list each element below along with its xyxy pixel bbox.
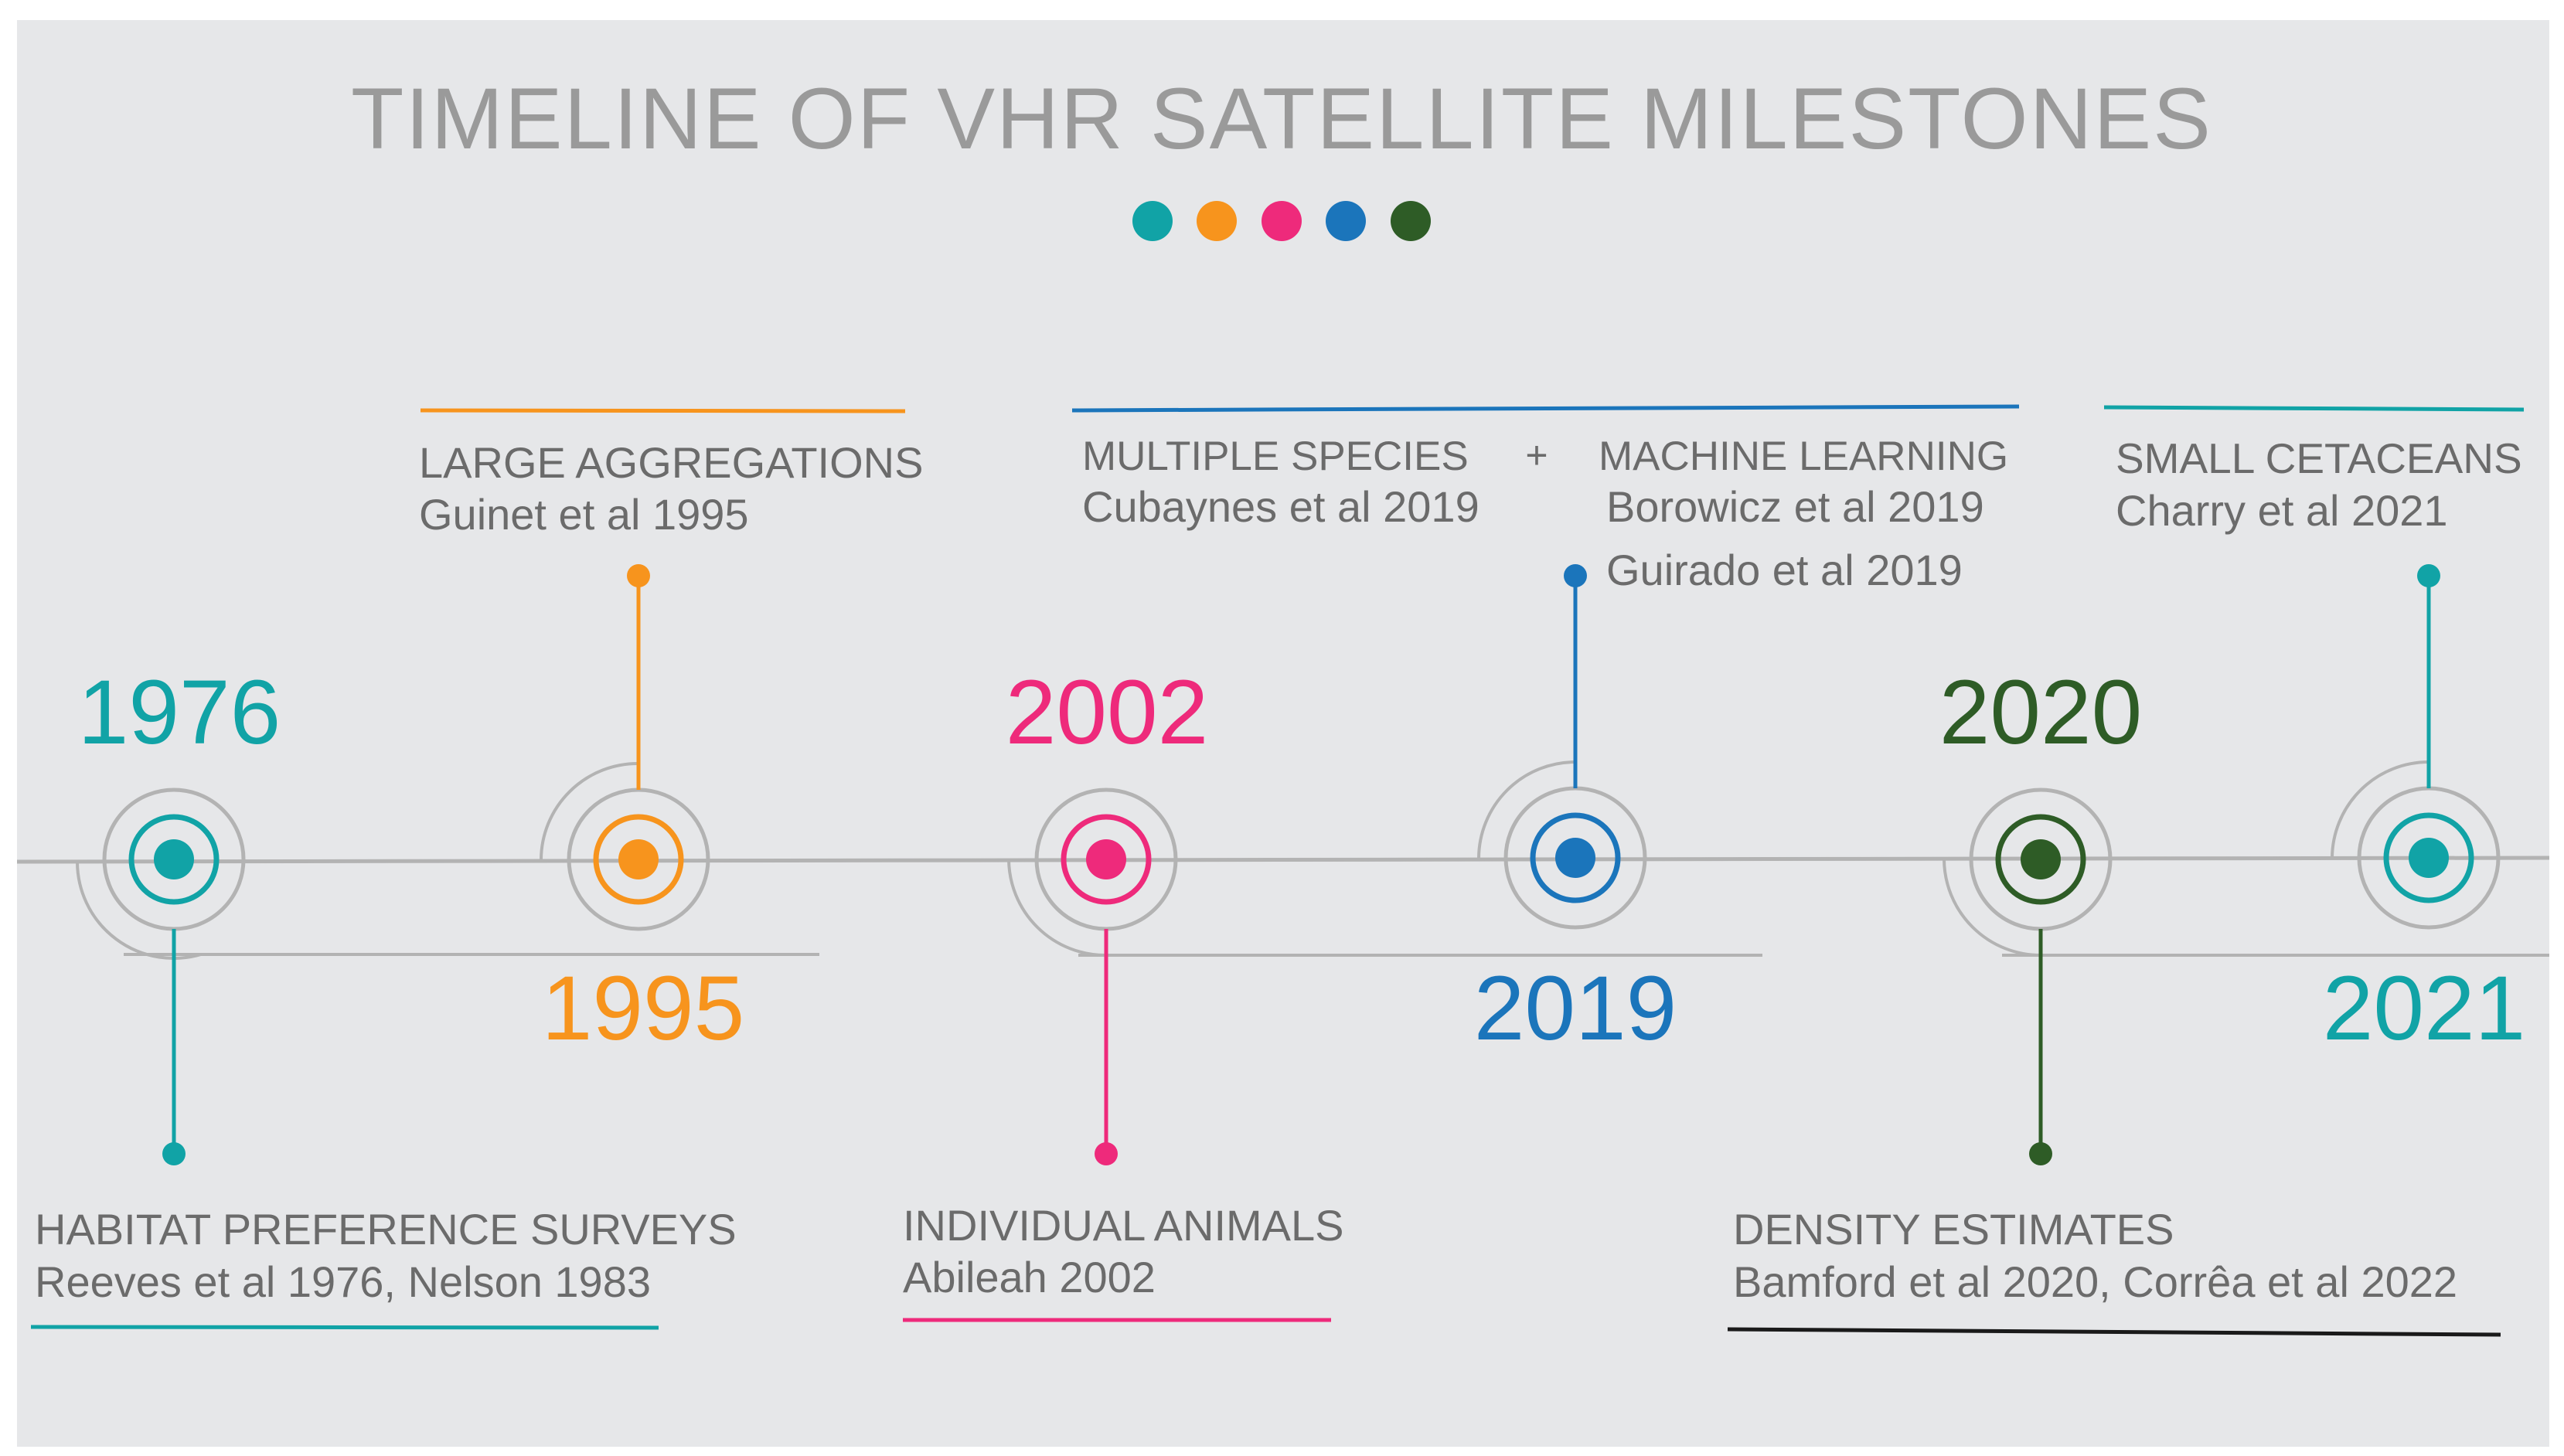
outer-arc [76, 861, 202, 960]
center-dot [154, 839, 194, 879]
stem-end-dot [1564, 564, 1587, 587]
milestone-reference: Reeves et al 1976, Nelson 1983 [35, 1257, 651, 1306]
color-ring [1995, 814, 2086, 905]
color-ring [2383, 812, 2474, 903]
legend-dot-orange [1197, 201, 1237, 241]
label-underline [30, 1325, 659, 1330]
milestone-reference: Charry et al 2021 [2116, 486, 2448, 535]
plus-connector: + [1525, 434, 1548, 477]
stem-end-dot [1095, 1142, 1118, 1165]
milestone-title: DENSITY ESTIMATES [1733, 1205, 2174, 1254]
label-underline [1727, 1327, 2501, 1337]
year-label: 2020 [1939, 662, 2143, 764]
center-dot [2409, 838, 2449, 878]
stem-end-dot [2417, 564, 2440, 587]
milestone-reference-3: Guirado et al 2019 [1606, 546, 1963, 594]
outer-arc [1007, 859, 1106, 957]
milestone-2021: 2021 SMALL CETACEANS Charry et al 2021 [2103, 405, 2526, 1060]
outer-arc [2331, 760, 2430, 859]
center-dot [618, 839, 659, 879]
milestone-title-2: MACHINE LEARNING [1599, 434, 2008, 479]
center-dot [1555, 838, 1595, 878]
year-label: 2021 [2323, 958, 2526, 1060]
center-dot [2021, 839, 2061, 879]
milestone-title: HABITAT PREFERENCE SURVEYS [35, 1205, 737, 1254]
year-label: 1995 [542, 958, 745, 1060]
stem-end-dot [627, 564, 650, 587]
milestone-1995: 1995 LARGE AGGREGATIONS Guinet et al 199… [419, 408, 923, 1060]
legend-dot-pink [1262, 201, 1302, 241]
year-label: 1976 [78, 662, 281, 764]
legend-dot-teal [1132, 201, 1173, 241]
milestone-reference: Bamford et al 2020, Corrêa et al 2022 [1733, 1257, 2457, 1306]
color-ring [1530, 812, 1621, 903]
milestone-title: MULTIPLE SPECIES [1082, 434, 1469, 479]
color-ring [1061, 814, 1152, 905]
center-dot [1086, 839, 1126, 879]
color-ring [128, 814, 220, 905]
outer-arc [540, 761, 639, 860]
milestone-reference: Abileah 2002 [903, 1253, 1156, 1301]
milestone-title: LARGE AGGREGATIONS [419, 438, 923, 487]
milestone-reference-2: Borowicz et al 2019 [1606, 482, 1984, 531]
outer-arc [1943, 859, 2041, 957]
stem-end-dot [162, 1142, 186, 1165]
milestone-2002: 2002 INDIVIDUAL ANIMALS Abileah 2002 [903, 662, 1344, 1322]
milestone-1976: 1976 HABITAT PREFERENCE SURVEYS Reeves e… [30, 662, 737, 1330]
color-ring [593, 814, 684, 905]
timeline-axis [16, 856, 2550, 864]
milestone-reference: Cubaynes et al 2019 [1082, 482, 1479, 531]
legend-dot-blue [1326, 201, 1366, 241]
outer-arc [1477, 760, 1576, 859]
year-label: 2002 [1006, 662, 1209, 764]
milestone-2020: 2020 DENSITY ESTIMATES Bamford et al 202… [1727, 662, 2501, 1337]
label-overline [420, 408, 906, 413]
label-overline [1071, 404, 2020, 413]
legend-dot-darkgreen [1391, 201, 1431, 241]
page-title: TIMELINE OF VHR SATELLITE MILESTONES [351, 70, 2212, 167]
stem-end-dot [2029, 1142, 2052, 1165]
milestone-title: INDIVIDUAL ANIMALS [903, 1201, 1344, 1250]
year-label: 2019 [1474, 958, 1677, 1060]
milestone-reference: Guinet et al 1995 [419, 490, 749, 539]
timeline-panel [17, 20, 2549, 1447]
milestone-title: SMALL CETACEANS [2116, 434, 2522, 482]
milestone-2019: 2019 MULTIPLE SPECIES Cubaynes et al 201… [1071, 404, 2020, 1060]
legend-dots [1132, 201, 1431, 241]
label-overline [2103, 405, 2525, 412]
